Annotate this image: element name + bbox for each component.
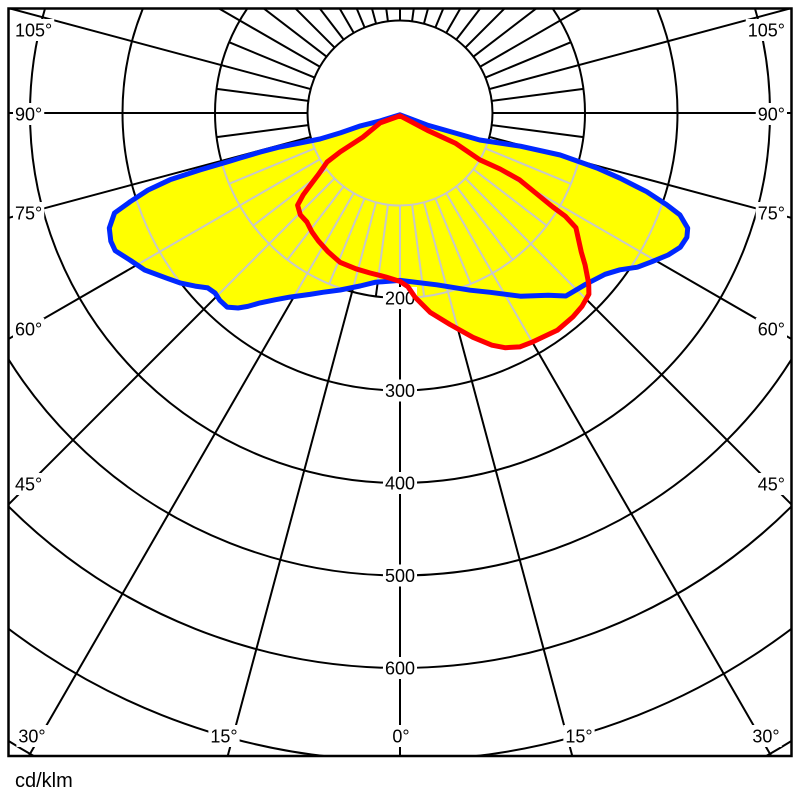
radial-tick-label-600: 600 [385, 659, 415, 679]
grid-halfspoke-217.5 [318, 8, 345, 41]
angle-label-bottom-3-bg [563, 725, 595, 747]
angle-label-left-75-bg [13, 202, 45, 224]
angle-label-right-105: 105° [748, 21, 785, 41]
angle-label-left-60-bg [13, 318, 45, 340]
angle-label-right-90: 90° [758, 105, 785, 125]
angle-label-bottom-4-bg [750, 725, 782, 747]
angle-label-left-60: 60° [15, 320, 42, 340]
unit-label: cd/klm [15, 770, 73, 792]
grid-halfspoke-67.5 [485, 147, 572, 185]
angle-label-bottom-3: 15° [565, 727, 592, 747]
grid-halfspoke-112.5 [485, 41, 572, 79]
grid-halfspoke-247.5 [228, 41, 315, 79]
radial-tick-label-400: 400 [385, 474, 415, 494]
grid-spoke-75 [489, 135, 792, 219]
angle-label-left-45-bg [13, 473, 45, 495]
grid-spoke-315 [8, 177, 336, 506]
grid-spoke-60 [479, 158, 688, 348]
grid-halfspoke-97.5 [491, 87, 584, 102]
grid-spoke-30 [445, 192, 773, 756]
grid-spoke-330 [27, 192, 355, 756]
grid-halfspoke-277.5 [216, 124, 309, 139]
radial-tick-label-400-bg [382, 472, 418, 494]
grid-spoke-300 [109, 158, 321, 348]
grid-halfspoke-232.5 [262, 8, 328, 58]
radial-tick-label-300-bg [382, 379, 418, 402]
grid-halfspoke-337.5 [328, 198, 366, 285]
grid-halfspoke-82.5 [491, 124, 584, 139]
angle-label-left-45: 45° [15, 475, 42, 495]
grid-halfspoke-22.5 [434, 198, 472, 285]
angle-label-right-75: 75° [758, 204, 785, 224]
radial-tick-label-300: 300 [385, 381, 415, 401]
angle-label-bottom-2-bg [390, 725, 412, 747]
grid-halfspoke-142.5 [455, 8, 482, 41]
radial-tick-label-200: 200 [385, 289, 415, 309]
grid-halfspoke-52.5 [472, 168, 548, 227]
angle-label-bottom-1: 15° [210, 727, 237, 747]
angle-label-right-105-bg [745, 19, 787, 41]
angle-label-bottom-2: 0° [392, 727, 409, 747]
grid-halfspoke-37.5 [455, 185, 514, 261]
angle-label-right-45-bg [755, 473, 787, 495]
grid-halfspoke-322.5 [286, 185, 345, 261]
angle-label-bottom-0: 30° [18, 727, 45, 747]
grid-spoke-255 [8, 8, 311, 91]
angle-label-right-90-bg [755, 103, 787, 125]
radial-tick-label-500-bg [382, 564, 418, 587]
radial-tick-label-600-bg [382, 657, 418, 679]
curve-c90-c270 [295, 113, 592, 351]
angle-label-bottom-4: 30° [752, 727, 779, 747]
grid-spoke-285 [8, 135, 311, 219]
radial-tick-label-500: 500 [385, 566, 415, 586]
angle-label-right-60: 60° [758, 320, 785, 340]
grid-halfspoke-292.5 [228, 147, 315, 185]
angle-label-right-75-bg [755, 202, 787, 224]
plot-frame [7, 7, 793, 758]
curve-c0-c180 [106, 112, 691, 311]
radial-tick-label-200-bg [382, 287, 418, 309]
grid-halfspoke-262.5 [216, 87, 309, 102]
angle-label-left-90: 90° [15, 105, 42, 125]
angle-label-left-105: 105° [15, 21, 52, 41]
grid-spoke-45 [464, 177, 792, 506]
grid-spoke-105 [489, 8, 792, 91]
grid-halfspoke-127.5 [472, 8, 538, 58]
angle-label-bottom-1-bg [208, 725, 240, 747]
angle-label-right-60-bg [755, 318, 787, 340]
angle-label-left-75: 75° [15, 204, 42, 224]
angle-label-bottom-0-bg [16, 725, 48, 747]
angle-label-right-45: 45° [758, 475, 785, 495]
grid-halfspoke-202.5 [355, 8, 366, 28]
grid-halfspoke-157.5 [434, 8, 445, 28]
angle-label-left-105-bg [13, 19, 55, 41]
angle-label-left-90-bg [13, 103, 45, 125]
